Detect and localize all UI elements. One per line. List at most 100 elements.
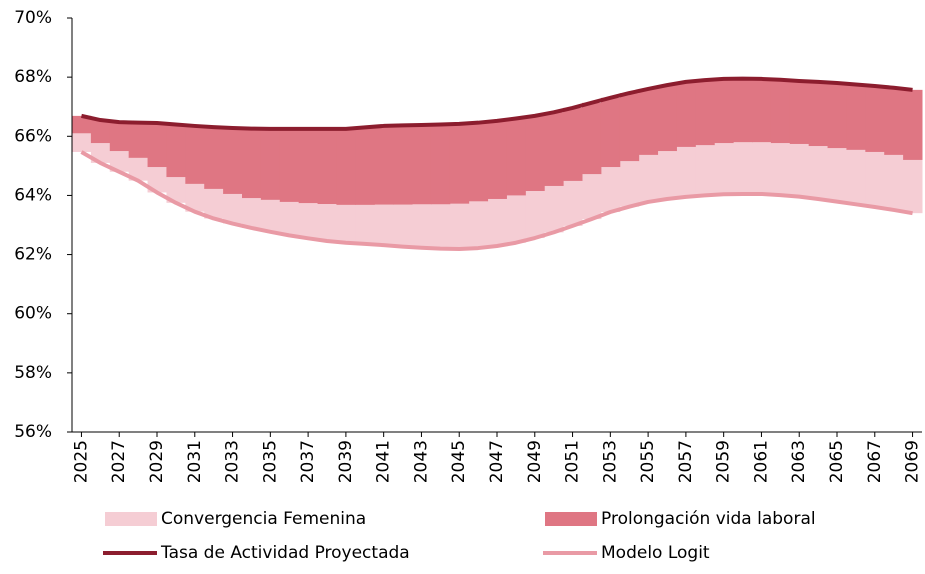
- bar-segment: [355, 204, 375, 244]
- x-tick-label: 2063: [789, 440, 809, 483]
- bar-segment: [185, 125, 205, 184]
- x-tick-label: 2055: [638, 440, 658, 483]
- x-tick-label: 2025: [71, 440, 91, 483]
- bar-segment: [789, 80, 810, 144]
- y-tick-label: 64%: [14, 185, 52, 205]
- x-tick-label: 2047: [487, 440, 507, 483]
- y-tick-label: 58%: [14, 363, 52, 383]
- x-tick-label: 2065: [827, 440, 847, 483]
- bar-segment: [147, 167, 167, 193]
- bar-segment: [865, 86, 885, 152]
- bar-segment: [846, 149, 866, 205]
- bar-segment: [582, 102, 602, 175]
- bar-segment: [676, 146, 696, 197]
- bar-segment: [223, 128, 243, 194]
- bar-segment: [544, 185, 564, 233]
- bar-segment: [770, 79, 791, 144]
- bar-segment: [109, 151, 130, 172]
- bar-segment: [506, 118, 526, 196]
- bar-segment: [72, 115, 92, 134]
- bar-segment: [506, 195, 526, 243]
- bar-segment: [279, 201, 300, 236]
- x-tick-label: 2067: [865, 440, 885, 483]
- bar-segment: [223, 193, 243, 224]
- bar-segment: [487, 198, 507, 246]
- bar-segment: [808, 146, 829, 199]
- bar-segment: [72, 133, 92, 152]
- bar-segment: [128, 122, 149, 158]
- x-tick-label: 2041: [374, 440, 394, 483]
- bar-segment: [808, 81, 829, 147]
- bar-segment: [109, 122, 130, 152]
- bar-segment: [903, 89, 923, 160]
- x-tick-label: 2033: [223, 440, 243, 483]
- x-tick-label: 2061: [751, 440, 771, 483]
- bar-segment: [242, 128, 262, 199]
- bar-segment: [733, 78, 753, 143]
- bar-segment: [147, 122, 167, 168]
- bar-segment: [657, 151, 677, 199]
- bar-segment: [638, 154, 659, 202]
- bar-segment: [903, 159, 923, 214]
- y-tick-label: 60%: [14, 304, 52, 324]
- x-tick-label: 2045: [449, 440, 469, 483]
- bar-segment: [317, 128, 337, 205]
- bar-segment: [374, 125, 394, 205]
- bar-segment: [582, 174, 602, 220]
- bar-segment: [733, 142, 753, 194]
- bar-segment: [619, 161, 640, 207]
- bar-segment: [525, 115, 545, 191]
- bar-segment: [185, 183, 205, 212]
- bar-segment: [714, 78, 734, 144]
- legend-label: Tasa de Actividad Proyectada: [160, 543, 410, 563]
- bar-segment: [298, 203, 319, 239]
- bar-segment: [412, 125, 432, 205]
- bar-segment: [827, 83, 847, 149]
- bar-segment: [563, 180, 583, 226]
- bar-segment: [770, 143, 791, 196]
- legend-swatch: [545, 512, 597, 526]
- bar-segment: [336, 204, 356, 243]
- bar-segment: [449, 123, 470, 204]
- bar-segment: [298, 128, 319, 204]
- bar-segment: [374, 204, 394, 246]
- bar-segment: [279, 128, 300, 202]
- bar-segment: [166, 124, 186, 178]
- y-tick-label: 70%: [14, 8, 52, 28]
- bar-segment: [468, 122, 489, 202]
- bar-segment: [90, 120, 111, 144]
- bar-segment: [317, 204, 337, 241]
- bar-segment: [468, 201, 489, 249]
- x-tick-label: 2029: [147, 440, 167, 483]
- legend-swatch: [105, 512, 157, 526]
- bar-segment: [676, 81, 696, 147]
- bar-segment: [355, 127, 375, 205]
- bar-segment: [752, 78, 772, 143]
- x-tick-label: 2053: [600, 440, 620, 483]
- bar-segment: [393, 125, 413, 205]
- bar-segment: [600, 97, 621, 168]
- bar-segment: [430, 124, 451, 205]
- bar-segment: [242, 198, 262, 228]
- x-tick-label: 2051: [563, 440, 583, 483]
- y-tick-label: 56%: [14, 422, 52, 442]
- x-tick-label: 2031: [185, 440, 205, 483]
- bar-segment: [166, 177, 186, 203]
- x-tick-label: 2035: [260, 440, 280, 483]
- x-tick-label: 2049: [525, 440, 545, 483]
- bar-segment: [204, 127, 224, 189]
- bar-segment: [544, 112, 564, 186]
- bar-segment: [412, 204, 432, 248]
- x-tick-label: 2043: [411, 440, 431, 483]
- bar-segment: [638, 88, 659, 155]
- x-tick-label: 2037: [298, 440, 318, 483]
- x-tick-label: 2059: [714, 440, 734, 483]
- y-tick-label: 68%: [14, 67, 52, 87]
- line: [80, 150, 913, 251]
- bar-segment: [865, 151, 885, 207]
- bar-segment: [695, 145, 715, 196]
- bar-segment: [336, 128, 356, 205]
- x-tick-label: 2039: [336, 440, 356, 483]
- bar-segment: [204, 188, 224, 219]
- bar-segment: [563, 107, 583, 181]
